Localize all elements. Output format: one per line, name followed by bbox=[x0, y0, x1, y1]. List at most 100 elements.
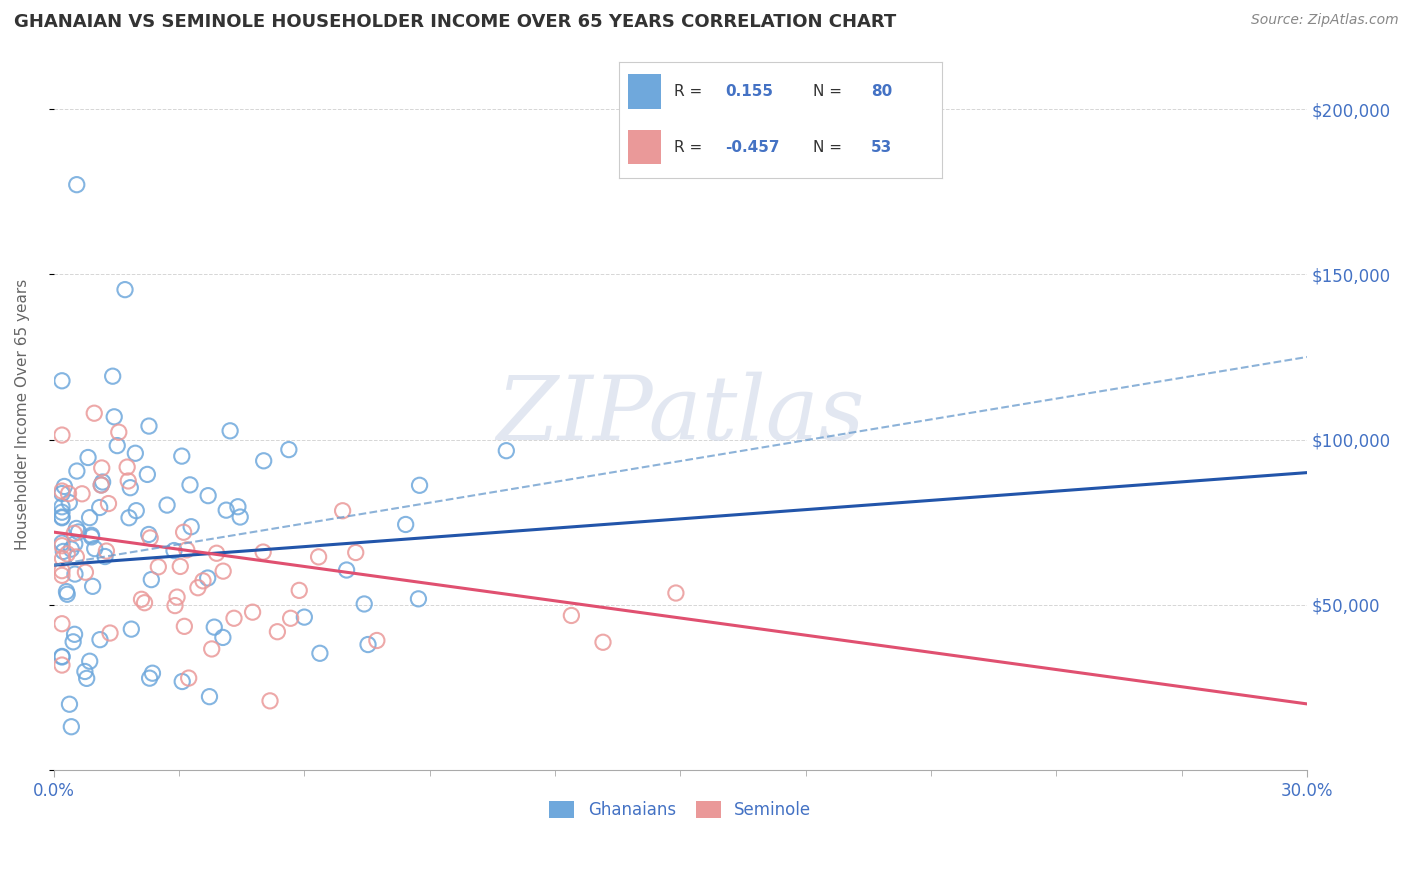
Point bbox=[58, 486, 80, 500]
Point bbox=[357, 638, 380, 652]
Point bbox=[51, 568, 73, 582]
Point bbox=[51, 483, 73, 498]
Point bbox=[180, 520, 202, 534]
Point bbox=[141, 573, 163, 587]
Point bbox=[292, 610, 315, 624]
Text: 80: 80 bbox=[870, 84, 893, 99]
Point bbox=[253, 454, 276, 468]
Point bbox=[187, 581, 209, 595]
Y-axis label: Householder Income Over 65 years: Householder Income Over 65 years bbox=[15, 279, 30, 550]
Point bbox=[156, 498, 179, 512]
Point bbox=[197, 489, 219, 503]
Text: R =: R = bbox=[673, 84, 702, 99]
Point bbox=[120, 481, 142, 495]
Point bbox=[201, 642, 224, 657]
Point bbox=[115, 460, 138, 475]
Point bbox=[63, 627, 86, 641]
Point bbox=[242, 605, 264, 619]
Point bbox=[51, 536, 73, 550]
Point bbox=[51, 551, 73, 566]
Point bbox=[170, 449, 193, 463]
Point bbox=[51, 649, 73, 664]
Point bbox=[51, 564, 73, 578]
Bar bbox=[628, 74, 661, 109]
Point bbox=[124, 446, 146, 460]
Point bbox=[51, 486, 73, 500]
Point bbox=[139, 531, 162, 545]
Point bbox=[94, 549, 117, 564]
Point bbox=[91, 475, 114, 489]
Point bbox=[66, 464, 89, 478]
Point bbox=[101, 369, 124, 384]
Text: -0.457: -0.457 bbox=[725, 139, 780, 154]
Point bbox=[55, 584, 77, 599]
Point bbox=[177, 671, 200, 685]
Point bbox=[62, 635, 84, 649]
Point bbox=[288, 583, 311, 598]
Text: GHANAIAN VS SEMINOLE HOUSEHOLDER INCOME OVER 65 YEARS CORRELATION CHART: GHANAIAN VS SEMINOLE HOUSEHOLDER INCOME … bbox=[14, 13, 896, 31]
Legend: Ghanaians, Seminole: Ghanaians, Seminole bbox=[543, 794, 818, 826]
Bar bbox=[628, 129, 661, 164]
Point bbox=[90, 478, 112, 492]
Text: Source: ZipAtlas.com: Source: ZipAtlas.com bbox=[1251, 13, 1399, 28]
Point bbox=[51, 539, 73, 553]
Point bbox=[51, 500, 73, 514]
Point bbox=[353, 597, 375, 611]
Point bbox=[63, 567, 86, 582]
Point bbox=[163, 599, 186, 613]
Point bbox=[336, 563, 359, 577]
Point bbox=[77, 450, 100, 465]
Point bbox=[79, 654, 101, 668]
Point bbox=[229, 510, 252, 524]
Point bbox=[280, 611, 302, 625]
Point bbox=[117, 474, 139, 488]
Point bbox=[198, 690, 221, 704]
Point bbox=[212, 631, 235, 645]
Point bbox=[495, 443, 517, 458]
Point bbox=[665, 586, 688, 600]
Point bbox=[219, 424, 242, 438]
Point bbox=[97, 497, 120, 511]
Point bbox=[51, 650, 73, 665]
Point bbox=[51, 374, 73, 388]
Point bbox=[408, 478, 430, 492]
Point bbox=[89, 632, 111, 647]
Point bbox=[592, 635, 614, 649]
Point bbox=[560, 608, 582, 623]
Point bbox=[60, 720, 83, 734]
Point bbox=[125, 503, 148, 517]
Point bbox=[309, 646, 332, 660]
Point bbox=[76, 672, 98, 686]
Point bbox=[226, 500, 249, 514]
Text: R =: R = bbox=[673, 139, 702, 154]
Point bbox=[212, 564, 235, 578]
Point bbox=[169, 559, 191, 574]
Point bbox=[75, 566, 97, 580]
Text: N =: N = bbox=[813, 139, 842, 154]
Point bbox=[51, 510, 73, 524]
Point bbox=[138, 671, 160, 685]
Point bbox=[148, 559, 170, 574]
Point bbox=[259, 694, 281, 708]
Point bbox=[51, 428, 73, 442]
Point bbox=[166, 590, 188, 604]
Point bbox=[179, 478, 201, 492]
Point bbox=[138, 419, 160, 434]
Point bbox=[52, 544, 75, 558]
Point bbox=[51, 658, 73, 673]
Point bbox=[56, 587, 79, 601]
Point bbox=[58, 698, 80, 712]
Point bbox=[197, 571, 219, 585]
Point bbox=[408, 591, 430, 606]
Point bbox=[118, 510, 141, 524]
Point bbox=[66, 178, 89, 192]
Point bbox=[172, 674, 194, 689]
Point bbox=[107, 425, 129, 440]
Point bbox=[98, 626, 121, 640]
Point bbox=[138, 527, 160, 541]
Point bbox=[82, 579, 104, 593]
Text: N =: N = bbox=[813, 84, 842, 99]
Point bbox=[51, 505, 73, 519]
Point bbox=[67, 524, 90, 539]
Text: 53: 53 bbox=[870, 139, 893, 154]
